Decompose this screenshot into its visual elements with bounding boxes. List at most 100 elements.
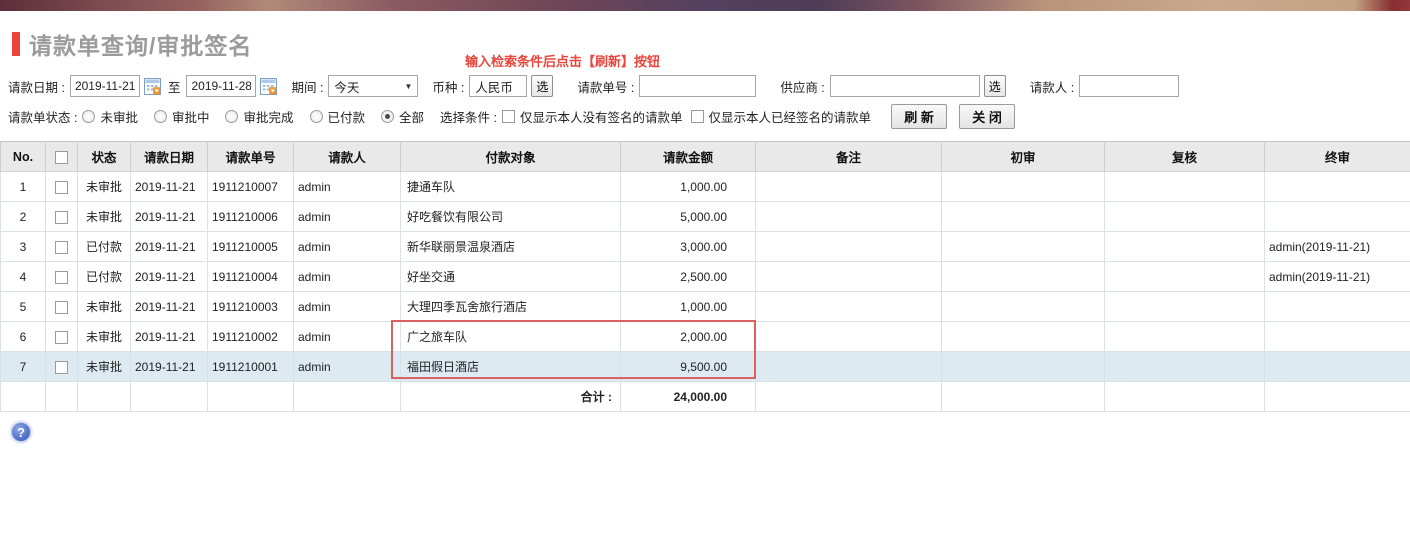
- filter-row-2: 请款单状态 : 未审批 审批中 审批完成 已付款 全部 选择条件 : 仅显示本人…: [8, 103, 1016, 129]
- cell-status: 未审批: [77, 321, 131, 352]
- cell-status: 已付款: [77, 261, 131, 292]
- row-checkbox[interactable]: [55, 240, 68, 254]
- cell-date: 2019-11-21: [130, 171, 208, 202]
- cell-recheck: [1104, 291, 1265, 322]
- table-row[interactable]: 4 已付款 2019-11-21 1911210004 admin 好坐交通 2…: [0, 261, 1410, 292]
- supplier-label: 供应商 :: [780, 80, 825, 95]
- cell-payee: 福田假日酒店: [400, 351, 621, 382]
- cell-requester: admin: [293, 291, 401, 322]
- page-title: 请款单查询/审批签名: [29, 33, 253, 59]
- cell-empty: [755, 381, 942, 412]
- status-radio-not-approved[interactable]: 未审批: [82, 107, 138, 126]
- table-row[interactable]: 2 未审批 2019-11-21 1911210006 admin 好吃餐饮有限…: [0, 201, 1410, 232]
- cell-first-review: [941, 351, 1105, 382]
- cell-status: 未审批: [77, 171, 131, 202]
- cell-final-review: admin(2019-11-21): [1264, 231, 1410, 262]
- radio-icon[interactable]: [381, 109, 395, 123]
- cell-empty: [77, 381, 131, 412]
- currency-value: 人民币: [475, 80, 513, 95]
- cell-requester: admin: [293, 231, 401, 262]
- cell-date: 2019-11-21: [130, 291, 208, 322]
- table-row[interactable]: 1 未审批 2019-11-21 1911210007 admin 捷通车队 1…: [0, 171, 1410, 202]
- cell-payee: 好吃餐饮有限公司: [400, 201, 621, 232]
- cell-recheck: [1104, 261, 1265, 292]
- help-icon[interactable]: ?: [11, 422, 31, 442]
- requests-table: No. 状态 请款日期 请款单号 请款人 付款对象 请款金额 备注 初审 复核 …: [0, 141, 1410, 412]
- calendar-icon[interactable]: [260, 77, 278, 95]
- cell-empty: [130, 381, 208, 412]
- col-header-no: No.: [0, 141, 46, 172]
- cell-payee: 大理四季瓦舍旅行酒店: [400, 291, 621, 322]
- cell-no: 5: [0, 291, 46, 322]
- refresh-button[interactable]: 刷 新: [891, 103, 948, 129]
- title-accent-bar: [12, 32, 20, 56]
- row-checkbox[interactable]: [55, 300, 68, 314]
- col-header-final-review: 终审: [1264, 141, 1410, 172]
- status-radio-paid[interactable]: 已付款: [309, 107, 365, 126]
- cell-first-review: [941, 201, 1105, 232]
- currency-pick-button[interactable]: 选: [531, 75, 554, 97]
- cell-first-review: [941, 291, 1105, 322]
- condition-checkbox-unsigned[interactable]: 仅显示本人没有签名的请款单: [501, 107, 683, 126]
- cell-select: [45, 261, 78, 292]
- supplier-pick-button[interactable]: 选: [983, 75, 1006, 97]
- currency-value-box[interactable]: 人民币: [469, 75, 528, 97]
- cell-order-no: 1911210002: [207, 321, 294, 352]
- table-row[interactable]: 3 已付款 2019-11-21 1911210005 admin 新华联丽景温…: [0, 231, 1410, 262]
- cell-amount: 3,000.00: [620, 231, 756, 262]
- cell-select: [45, 171, 78, 202]
- row-checkbox[interactable]: [55, 270, 68, 284]
- condition-checkbox-signed[interactable]: 仅显示本人已经签名的请款单: [690, 107, 871, 126]
- status-radio-in-approval[interactable]: 审批中: [153, 107, 210, 126]
- radio-icon[interactable]: [225, 109, 239, 123]
- cell-status: 已付款: [77, 231, 131, 262]
- select-all-checkbox[interactable]: [55, 150, 68, 164]
- period-label: 期间 :: [291, 80, 324, 95]
- cell-status: 未审批: [77, 291, 131, 322]
- checkbox-icon[interactable]: [690, 109, 704, 123]
- cell-empty: [0, 381, 46, 412]
- table-row[interactable]: 7 未审批 2019-11-21 1911210001 admin 福田假日酒店…: [0, 351, 1410, 382]
- cell-requester: admin: [293, 261, 401, 292]
- status-radio-all[interactable]: 全部: [381, 107, 424, 126]
- supplier-input[interactable]: [829, 75, 980, 97]
- radio-icon[interactable]: [82, 109, 96, 123]
- cell-select: [45, 351, 78, 382]
- row-checkbox[interactable]: [55, 360, 68, 374]
- row-checkbox[interactable]: [55, 330, 68, 344]
- table-row[interactable]: 6 未审批 2019-11-21 1911210002 admin 广之旅车队 …: [0, 321, 1410, 352]
- cell-no: 4: [0, 261, 46, 292]
- cell-amount: 9,500.00: [620, 351, 756, 382]
- close-button[interactable]: 关 闭: [959, 103, 1016, 129]
- requester-input[interactable]: [1079, 75, 1180, 97]
- date-from-input[interactable]: [69, 75, 140, 97]
- calendar-icon[interactable]: [143, 77, 161, 95]
- checkbox-icon[interactable]: [501, 109, 515, 123]
- cell-order-no: 1911210005: [207, 231, 294, 262]
- cell-empty: [207, 381, 294, 412]
- cell-no: 1: [0, 171, 46, 202]
- cell-requester: admin: [293, 321, 401, 352]
- cell-remark: [755, 291, 942, 322]
- row-checkbox[interactable]: [55, 210, 68, 224]
- status-radio-label: 审批中: [171, 110, 210, 125]
- cell-date: 2019-11-21: [130, 321, 208, 352]
- order-no-input[interactable]: [639, 75, 757, 97]
- col-header-requester: 请款人: [293, 141, 401, 172]
- cell-final-review: [1264, 321, 1410, 352]
- cell-payee: 好坐交通: [400, 261, 621, 292]
- period-select[interactable]: 今天 ▼: [328, 75, 419, 97]
- cell-payee: 广之旅车队: [400, 321, 621, 352]
- row-checkbox[interactable]: [55, 180, 68, 194]
- col-header-date: 请款日期: [130, 141, 208, 172]
- radio-icon[interactable]: [309, 109, 323, 123]
- status-radio-label: 全部: [399, 110, 425, 125]
- status-radio-approved[interactable]: 审批完成: [225, 107, 294, 126]
- date-to-input[interactable]: [186, 75, 257, 97]
- col-header-payee: 付款对象: [400, 141, 621, 172]
- radio-icon[interactable]: [153, 109, 167, 123]
- table-row[interactable]: 5 未审批 2019-11-21 1911210003 admin 大理四季瓦舍…: [0, 291, 1410, 322]
- col-header-status: 状态: [77, 141, 131, 172]
- order-no-label: 请款单号 :: [577, 80, 635, 95]
- col-header-first-review: 初审: [941, 141, 1105, 172]
